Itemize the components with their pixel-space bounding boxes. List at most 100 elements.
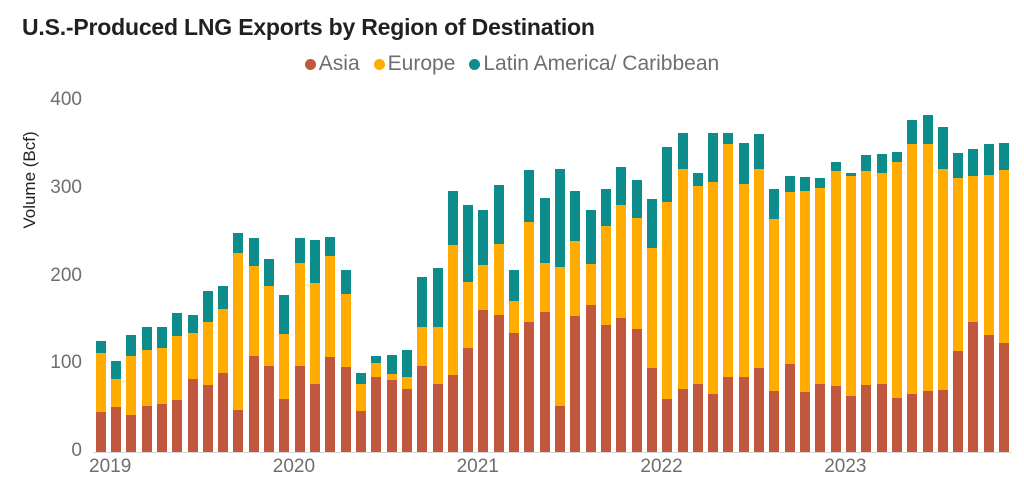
stacked-bar[interactable] [202, 291, 213, 452]
stacked-bar[interactable] [478, 209, 489, 452]
bar-column[interactable] [797, 101, 812, 452]
bar-column[interactable] [491, 101, 506, 452]
stacked-bar[interactable] [616, 166, 627, 452]
bar-column[interactable] [996, 101, 1011, 452]
bar-column[interactable] [660, 101, 675, 452]
bar-column[interactable] [200, 101, 215, 452]
bar-column[interactable] [124, 101, 139, 452]
bar-column[interactable] [813, 101, 828, 452]
bar-column[interactable] [522, 101, 537, 452]
bar-column[interactable] [445, 101, 460, 452]
bar-column[interactable] [506, 101, 521, 452]
bar-column[interactable] [170, 101, 185, 452]
bar-column[interactable] [751, 101, 766, 452]
stacked-bar[interactable] [708, 132, 719, 452]
stacked-bar[interactable] [248, 237, 259, 452]
stacked-bar[interactable] [294, 237, 305, 452]
stacked-bar[interactable] [447, 191, 458, 452]
bar-column[interactable] [231, 101, 246, 452]
bar-column[interactable] [108, 101, 123, 452]
bar-column[interactable] [93, 101, 108, 452]
stacked-bar[interactable] [172, 313, 183, 452]
stacked-bar[interactable] [539, 198, 550, 452]
stacked-bar[interactable] [861, 155, 872, 452]
bar-column[interactable] [552, 101, 567, 452]
bar-column[interactable] [644, 101, 659, 452]
stacked-bar[interactable] [677, 132, 688, 452]
stacked-bar[interactable] [953, 152, 964, 452]
bar-column[interactable] [614, 101, 629, 452]
stacked-bar[interactable] [631, 180, 642, 452]
bar-column[interactable] [583, 101, 598, 452]
bar-column[interactable] [706, 101, 721, 452]
stacked-bar[interactable] [937, 127, 948, 452]
bar-column[interactable] [384, 101, 399, 452]
stacked-bar[interactable] [371, 355, 382, 452]
bar-column[interactable] [461, 101, 476, 452]
stacked-bar[interactable] [800, 177, 811, 452]
bar-column[interactable] [859, 101, 874, 452]
stacked-bar[interactable] [417, 276, 428, 452]
stacked-bar[interactable] [662, 146, 673, 452]
bar-column[interactable] [782, 101, 797, 452]
stacked-bar[interactable] [968, 149, 979, 452]
bar-column[interactable] [246, 101, 261, 452]
stacked-bar[interactable] [524, 170, 535, 452]
stacked-bar[interactable] [815, 178, 826, 452]
stacked-bar[interactable] [340, 270, 351, 452]
stacked-bar[interactable] [769, 188, 780, 452]
bar-column[interactable] [874, 101, 889, 452]
bar-column[interactable] [568, 101, 583, 452]
stacked-bar[interactable] [585, 209, 596, 452]
bar-column[interactable] [399, 101, 414, 452]
stacked-bar[interactable] [509, 269, 520, 452]
legend-item-europe[interactable]: Europe [373, 52, 455, 76]
stacked-bar[interactable] [110, 360, 121, 452]
bar-column[interactable] [920, 101, 935, 452]
stacked-bar[interactable] [141, 327, 152, 452]
bar-column[interactable] [261, 101, 276, 452]
bar-column[interactable] [767, 101, 782, 452]
bar-column[interactable] [323, 101, 338, 452]
bar-column[interactable] [185, 101, 200, 452]
bar-column[interactable] [277, 101, 292, 452]
stacked-bar[interactable] [845, 172, 856, 452]
stacked-bar[interactable] [95, 340, 106, 452]
bar-column[interactable] [629, 101, 644, 452]
stacked-bar[interactable] [784, 175, 795, 452]
bar-column[interactable] [537, 101, 552, 452]
stacked-bar[interactable] [355, 373, 366, 452]
stacked-bar[interactable] [401, 350, 412, 452]
bar-column[interactable] [598, 101, 613, 452]
bar-column[interactable] [353, 101, 368, 452]
bar-column[interactable] [369, 101, 384, 452]
stacked-bar[interactable] [126, 335, 137, 452]
stacked-bar[interactable] [386, 354, 397, 452]
bar-column[interactable] [935, 101, 950, 452]
stacked-bar[interactable] [922, 115, 933, 452]
stacked-bar[interactable] [570, 191, 581, 452]
legend-item-asia[interactable]: Asia [304, 52, 360, 76]
stacked-bar[interactable] [555, 168, 566, 452]
bar-column[interactable] [905, 101, 920, 452]
stacked-bar[interactable] [233, 232, 244, 452]
bar-column[interactable] [721, 101, 736, 452]
stacked-bar[interactable] [279, 294, 290, 452]
legend-item-latin-america-caribbean[interactable]: Latin America/ Caribbean [469, 52, 719, 76]
bar-column[interactable] [690, 101, 705, 452]
bar-column[interactable] [889, 101, 904, 452]
bar-column[interactable] [951, 101, 966, 452]
stacked-bar[interactable] [646, 199, 657, 452]
stacked-bar[interactable] [218, 286, 229, 452]
stacked-bar[interactable] [999, 143, 1010, 452]
bar-column[interactable] [216, 101, 231, 452]
stacked-bar[interactable] [463, 205, 474, 452]
bar-column[interactable] [338, 101, 353, 452]
stacked-bar[interactable] [876, 153, 887, 452]
bar-column[interactable] [292, 101, 307, 452]
bar-column[interactable] [154, 101, 169, 452]
bar-column[interactable] [307, 101, 322, 452]
bar-column[interactable] [415, 101, 430, 452]
bar-column[interactable] [139, 101, 154, 452]
bar-column[interactable] [981, 101, 996, 452]
